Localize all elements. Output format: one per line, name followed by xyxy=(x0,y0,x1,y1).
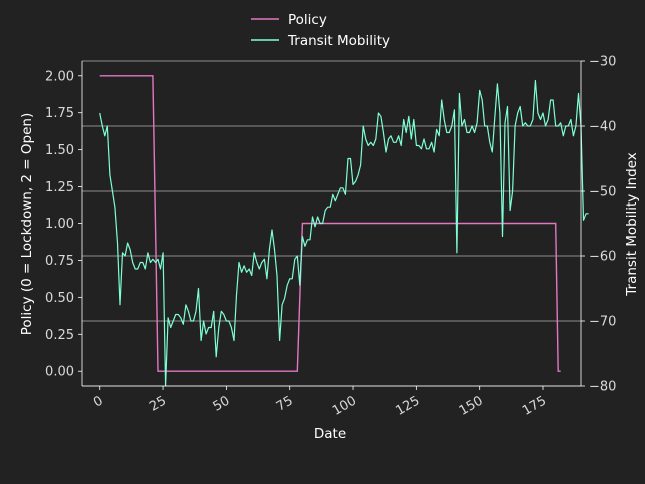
y-right-tick-label: −80 xyxy=(589,380,616,395)
y-right-tick-label: −50 xyxy=(589,185,616,200)
y-right-tick-label: −30 xyxy=(589,55,616,70)
y-left-tick-label: 1.75 xyxy=(45,106,74,121)
x-tick-label: 25 xyxy=(147,393,169,414)
legend-label-policy: Policy xyxy=(288,12,327,28)
y-axis-right-label: Transit Mobility Index xyxy=(624,152,640,296)
legend-label-transit-mobility: Transit Mobility xyxy=(287,33,390,49)
y-left-ticks: 0.00 0.25 0.50 0.75 1.00 1.25 1.50 1.75 2.00 xyxy=(45,69,82,380)
y-left-tick-label: 0.75 xyxy=(45,254,74,269)
series-line-policy xyxy=(99,75,561,372)
y-left-tick-label: 0.25 xyxy=(45,328,74,343)
legend: Policy Transit Mobility xyxy=(251,12,390,49)
y-right-tick-label: −40 xyxy=(589,120,616,135)
y-axis-left-label: Policy (0 = Lockdown, 2 = Open) xyxy=(19,113,35,335)
series-line-transit-mobility xyxy=(99,79,589,387)
x-tick-label: 75 xyxy=(274,393,296,414)
y-right-ticks: −80 −70 −60 −50 −40 −30 xyxy=(581,55,616,395)
y-right-tick-label: −70 xyxy=(589,315,616,330)
y-right-tick-label: −60 xyxy=(589,250,616,265)
y-left-tick-label: 0.00 xyxy=(45,365,74,380)
y-left-tick-label: 1.25 xyxy=(45,180,74,195)
y-left-tick-label: 0.50 xyxy=(45,291,74,306)
x-axis-label: Date xyxy=(314,426,346,442)
y-left-tick-label: 1.50 xyxy=(45,143,74,158)
y-left-tick-label: 2.00 xyxy=(45,69,74,84)
x-tick-label: 50 xyxy=(211,393,233,414)
series-layer xyxy=(99,75,589,387)
y-left-tick-label: 1.00 xyxy=(45,217,74,232)
